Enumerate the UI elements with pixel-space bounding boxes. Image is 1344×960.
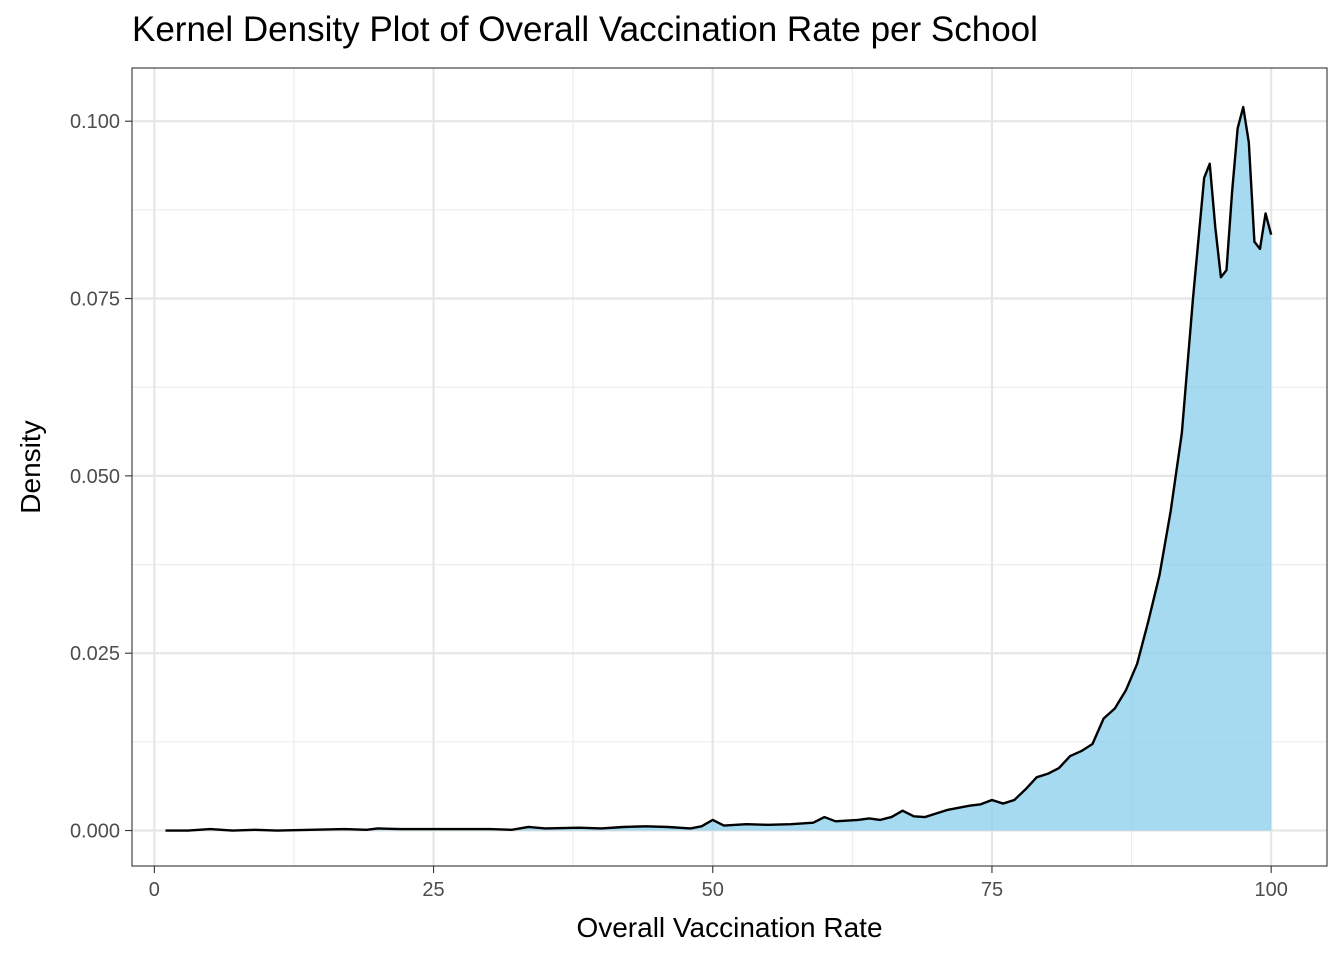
density-line: [165, 105, 1273, 832]
x-tick-label: 0: [149, 879, 160, 901]
grid-layer: [132, 68, 1327, 866]
axis-layer: 0 25 50 75 100 0.000 0.025 0.050 0.075 0.100: [70, 111, 1288, 901]
x-tick-label: 100: [1254, 879, 1287, 901]
x-axis-title: Overall Vaccination Rate: [576, 912, 882, 943]
panel-border: [131, 67, 1328, 867]
x-tick-label: 25: [422, 879, 444, 901]
chart-title: Kernel Density Plot of Overall Vaccinati…: [132, 10, 1038, 49]
y-tick-label: 0.000: [70, 821, 120, 843]
y-axis-title: Density: [15, 420, 46, 513]
y-tick-label: 0.050: [70, 466, 120, 488]
data-layer: [165, 105, 1273, 832]
y-tick-label: 0.100: [70, 111, 120, 133]
density-area: [165, 107, 1272, 831]
x-tick-label: 50: [702, 879, 724, 901]
x-tick-label: 75: [981, 879, 1003, 901]
y-tick-label: 0.025: [70, 643, 120, 665]
y-tick-label: 0.075: [70, 289, 120, 311]
